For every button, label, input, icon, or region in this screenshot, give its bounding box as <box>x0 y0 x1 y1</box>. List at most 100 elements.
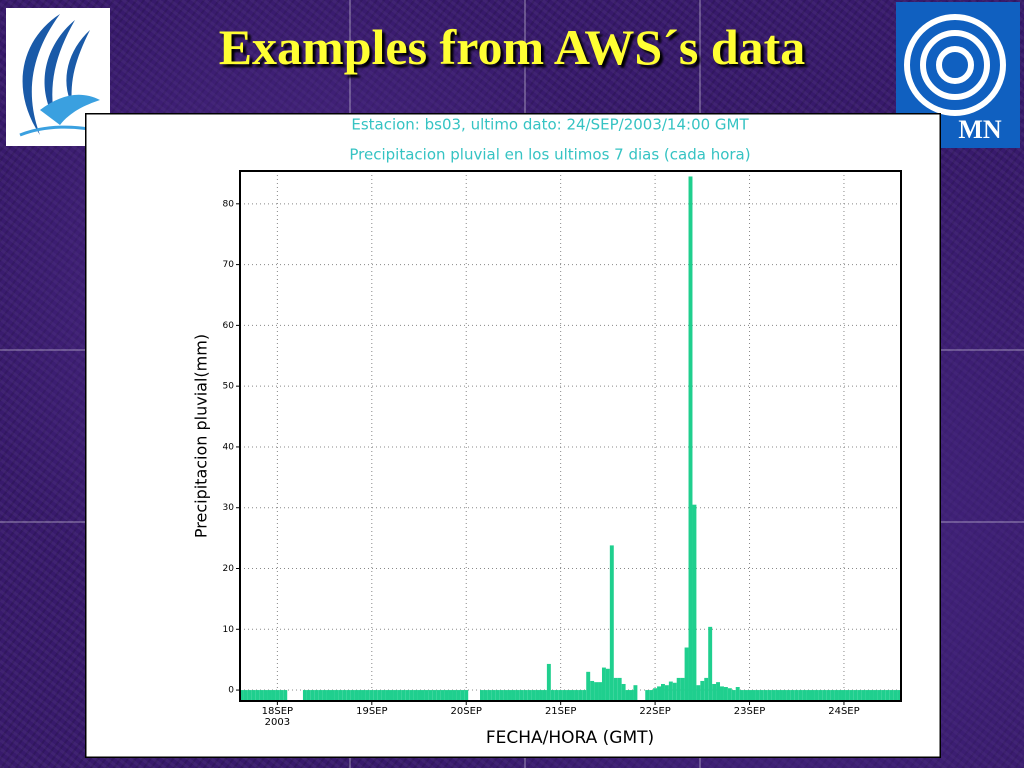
bar <box>668 681 673 701</box>
bar <box>448 690 453 701</box>
bar <box>247 690 252 701</box>
bar <box>558 690 563 701</box>
bar <box>491 690 496 701</box>
bar <box>881 690 886 701</box>
bar <box>594 682 599 701</box>
bar <box>601 667 606 701</box>
x-tick-label: 18SEP <box>262 706 293 717</box>
bar <box>845 690 850 701</box>
bar <box>598 682 602 701</box>
bar <box>657 686 661 701</box>
bar <box>554 690 559 701</box>
bar <box>680 677 685 701</box>
y-tick-label: 60 <box>223 321 235 331</box>
bar <box>322 690 327 701</box>
bar <box>314 690 319 701</box>
bar <box>302 690 307 701</box>
bar <box>369 690 374 701</box>
bar <box>480 690 484 701</box>
bar <box>633 685 638 701</box>
bar <box>535 690 540 701</box>
bar <box>857 690 862 701</box>
bar <box>358 690 362 701</box>
bar <box>377 690 382 701</box>
bar <box>342 690 347 701</box>
bar <box>664 685 669 701</box>
y-tick-label: 70 <box>223 260 235 270</box>
bar <box>716 682 721 701</box>
y-tick-label: 30 <box>223 503 235 513</box>
bar <box>393 690 398 701</box>
x-tick-label: 23SEP <box>734 706 765 717</box>
bar <box>318 690 323 701</box>
bar <box>456 690 461 701</box>
bar <box>889 690 894 701</box>
bar <box>621 683 626 701</box>
bar <box>542 690 547 701</box>
bar <box>574 690 579 701</box>
svg-text:MN: MN <box>958 115 1002 144</box>
bar <box>546 663 551 701</box>
bar <box>350 690 355 701</box>
bar <box>897 690 901 701</box>
bar <box>428 690 433 701</box>
bar <box>259 690 264 701</box>
bar <box>826 690 831 701</box>
bar <box>570 690 575 701</box>
bar <box>810 690 815 701</box>
bar <box>609 545 614 701</box>
bar <box>452 690 457 701</box>
bar <box>527 690 532 701</box>
bar <box>365 690 370 701</box>
bar <box>873 690 878 701</box>
y-tick-label: 10 <box>223 625 235 635</box>
bar <box>700 680 705 701</box>
x-tick-label: 21SEP <box>545 706 576 717</box>
bar <box>590 680 595 701</box>
bar <box>743 690 748 701</box>
bar <box>511 690 516 701</box>
chart-title: Estacion: bs03, ultimo dato: 24/SEP/2003… <box>351 116 749 134</box>
bar <box>712 683 717 701</box>
bar <box>354 690 359 701</box>
bar <box>696 685 701 701</box>
bar <box>586 671 591 701</box>
bar <box>255 690 260 701</box>
bar <box>436 690 441 701</box>
bar <box>279 690 284 701</box>
bar <box>771 690 776 701</box>
bar <box>625 690 630 701</box>
bar <box>401 690 406 701</box>
bar <box>373 690 378 701</box>
bar <box>519 690 524 701</box>
bar <box>759 690 764 701</box>
bar <box>818 690 823 701</box>
bar <box>389 690 394 701</box>
bar <box>346 690 351 701</box>
bar <box>830 690 835 701</box>
bar <box>483 690 488 701</box>
bar <box>409 690 414 701</box>
bar <box>672 682 677 701</box>
bar <box>523 690 528 701</box>
bar <box>786 690 791 701</box>
bar <box>326 690 331 701</box>
bar <box>834 690 839 701</box>
bar <box>649 690 654 701</box>
bar <box>708 626 713 701</box>
bar <box>739 690 744 701</box>
bar <box>515 690 520 701</box>
bar <box>338 690 343 701</box>
bar <box>775 690 780 701</box>
bar <box>676 677 681 701</box>
bar <box>849 690 854 701</box>
bar <box>562 690 567 701</box>
bar <box>767 690 772 701</box>
bar <box>243 690 248 701</box>
bar <box>267 690 272 701</box>
bar <box>424 690 429 701</box>
plot-frame <box>239 170 902 702</box>
bar <box>853 690 858 701</box>
bar <box>841 690 846 701</box>
